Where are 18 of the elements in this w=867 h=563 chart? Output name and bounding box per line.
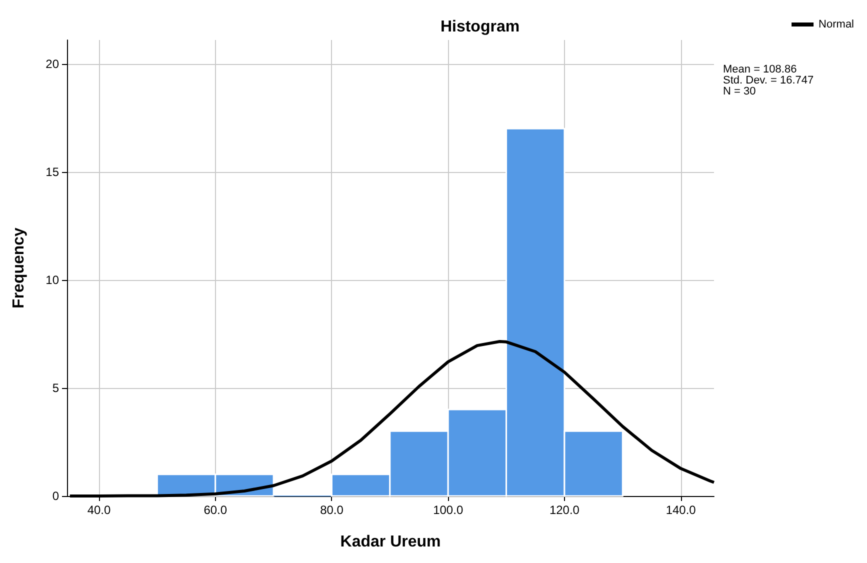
text: Mean = 108.86 bbox=[723, 64, 797, 76]
x-axis-title: Kadar Ureum bbox=[340, 534, 441, 550]
y-axis-title: Frequency bbox=[10, 227, 28, 308]
x-tick-label: 100.0 bbox=[433, 503, 464, 517]
text: Std. Dev. = 16.747 bbox=[723, 74, 814, 86]
y-tick-label: 0 bbox=[52, 489, 60, 503]
x-tick-label: 60.0 bbox=[204, 503, 228, 517]
y-tick-label: 15 bbox=[46, 164, 60, 179]
y-tick-label: 5 bbox=[52, 380, 60, 395]
x-tick-label: 120.0 bbox=[549, 503, 580, 517]
text: N = 30 bbox=[723, 86, 756, 98]
legend-label: Normal bbox=[818, 18, 854, 30]
y-tick-label: 20 bbox=[46, 56, 60, 71]
x-tick-label: 80.0 bbox=[320, 503, 344, 517]
x-tick-label: 40.0 bbox=[87, 503, 112, 517]
y-tick-label: 10 bbox=[46, 272, 60, 287]
x-tick-label: 140.0 bbox=[666, 503, 696, 517]
chart-title: Histogram bbox=[440, 18, 520, 36]
